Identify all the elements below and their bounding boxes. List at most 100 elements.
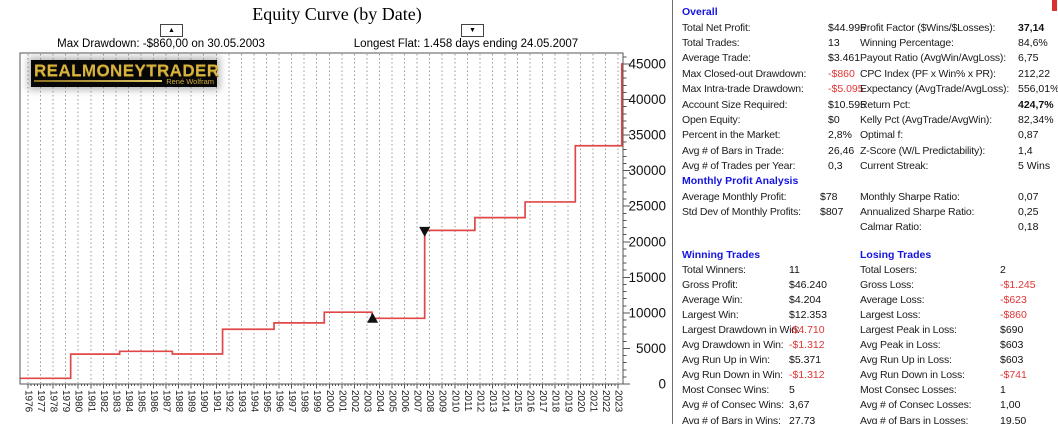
x-axis-year-label: 1986 — [148, 390, 159, 413]
x-axis-year-label: 2022 — [600, 390, 611, 413]
stat-value: $690 — [1000, 323, 1024, 336]
x-axis-year-label: 2002 — [349, 390, 360, 413]
logo-brand-text: REALMONEYTRADER — [34, 60, 220, 80]
stat-value: 2,8% — [828, 129, 852, 142]
x-axis-year-label: 2017 — [537, 390, 548, 413]
stat-label: Max Intra-trade Drawdown: — [682, 83, 804, 96]
stat-value: 2 — [1000, 263, 1006, 276]
stat-label: Largest Drawdown in Win: — [682, 323, 800, 336]
stat-value: $44.995 — [828, 21, 866, 34]
stat-label: Avg # of Bars in Wins: — [682, 414, 781, 424]
stat-value: 84,6% — [1018, 36, 1048, 49]
stat-label: Total Winners: — [682, 263, 746, 276]
stat-label: Avg Run Up in Loss: — [860, 354, 952, 367]
y-axis-label: 40000 — [628, 92, 666, 107]
x-axis-year-label: 2008 — [424, 390, 435, 413]
stat-value: 5 — [789, 384, 795, 397]
longest-flat-end-marker — [419, 226, 431, 237]
stat-label: Average Loss: — [860, 293, 925, 306]
stat-label: Percent in the Market: — [682, 129, 781, 142]
pane-divider — [672, 0, 673, 424]
x-axis-year-label: 1995 — [261, 390, 272, 413]
stat-label: Account Size Required: — [682, 98, 788, 111]
stat-value: 13 — [828, 36, 840, 49]
stat-label: Profit Factor ($Wins/$Losses): — [860, 21, 996, 34]
x-axis-year-label: 1980 — [73, 390, 84, 413]
longest-flat-annotation: Longest Flat: 1.458 days ending 24.05.20… — [353, 38, 579, 50]
up-triangle-icon: ▲ — [168, 27, 175, 34]
stat-label: Avg # of Trades per Year: — [682, 160, 796, 173]
y-axis-label: 35000 — [628, 128, 666, 143]
stat-label: Avg # of Bars in Losses: — [860, 414, 969, 424]
x-axis-year-label: 1982 — [98, 390, 109, 413]
stat-value: -$1.245 — [1000, 278, 1036, 291]
stat-label: Largest Loss: — [860, 308, 921, 321]
x-axis-year-label: 2015 — [512, 390, 523, 413]
stat-value: $5.371 — [789, 354, 822, 367]
stat-label: CPC Index (PF x Win% x PR): — [860, 67, 996, 80]
stat-value: 27,73 — [789, 414, 816, 424]
stat-value: $0 — [828, 113, 840, 126]
stat-label: Optimal f: — [860, 129, 903, 142]
x-axis-year-label: 1994 — [248, 390, 259, 413]
stats-pane: Overall Total Net Profit: $44.995 Total Tra… — [672, 0, 1058, 424]
stat-value: 0,3 — [828, 160, 843, 173]
longest-flat-legend-marker: ▼ — [461, 24, 484, 37]
x-axis-year-label: 1985 — [135, 390, 146, 413]
equity-curve-plot: 1976 1977 1978 1979 1980 1981 1982 1983 1984 1985… — [19, 52, 666, 413]
y-axis-label: 5000 — [636, 341, 666, 356]
stat-label: Avg # of Consec Wins: — [682, 399, 784, 412]
y-axis-label: 45000 — [628, 57, 666, 72]
stat-value: 0,07 — [1018, 190, 1039, 203]
x-axis-year-label: 2006 — [399, 390, 410, 413]
stat-label: Payout Ratio (AvgWin/AvgLoss): — [860, 52, 1006, 65]
x-axis-year-label: 2009 — [437, 390, 448, 413]
stat-label: Largest Peak in Loss: — [860, 323, 957, 336]
x-axis-year-label: 1993 — [236, 390, 247, 413]
stat-value: -$860 — [828, 67, 855, 80]
realmoneytrader-logo: REALMONEYTRADER René Wolfram — [31, 60, 220, 87]
x-axis-year-label: 1996 — [274, 390, 285, 413]
stat-value: 0,25 — [1018, 205, 1039, 218]
stat-label: Avg Run Up in Win: — [682, 354, 770, 367]
logo-author-text: René Wolfram — [166, 76, 214, 86]
stat-value: 19,50 — [1000, 414, 1027, 424]
stat-value: -$1.312 — [789, 369, 825, 382]
x-axis-year-label: 2016 — [525, 390, 536, 413]
logo-subline: René Wolfram — [34, 76, 214, 86]
stat-label: Most Consec Wins: — [682, 384, 770, 397]
x-axis-year-label: 2023 — [612, 390, 623, 413]
stat-label: Z-Score (W/L Predictability): — [860, 144, 986, 157]
stat-label: Monthly Sharpe Ratio: — [860, 190, 960, 203]
stat-value: $603 — [1000, 354, 1024, 367]
y-axis-label: 0 — [658, 377, 666, 392]
x-axis-year-label: 2019 — [562, 390, 573, 413]
stat-label: Average Monthly Profit: — [682, 190, 787, 203]
stat-label: Most Consec Losses: — [860, 384, 957, 397]
stat-label: Total Losers: — [860, 263, 917, 276]
stat-value: 11 — [789, 263, 800, 276]
x-axis-year-label: 2014 — [500, 390, 511, 413]
stat-value: -$741 — [1000, 369, 1027, 382]
stat-value: 82,34% — [1018, 113, 1054, 126]
chart-pane: Equity Curve (by Date) ▲ Max Drawdown: -… — [19, 4, 666, 413]
stat-value: $603 — [1000, 339, 1024, 351]
stat-value: -$623 — [1000, 293, 1027, 306]
y-axis-label: 30000 — [628, 163, 666, 178]
x-axis-year-label: 2020 — [575, 390, 586, 413]
stat-label: Std Dev of Monthly Profits: — [682, 205, 801, 218]
stat-label: Max Closed-out Drawdown: — [682, 67, 807, 80]
stat-value: 5 Wins — [1018, 160, 1051, 173]
x-axis-year-label: 2007 — [412, 390, 423, 413]
stat-label: Average Trade: — [682, 52, 751, 65]
section-title-monthly: Monthly Profit Analysis — [682, 175, 799, 187]
stat-value: -$5.095 — [828, 83, 864, 96]
x-axis-year-label: 1978 — [48, 390, 59, 413]
y-axis-label: 15000 — [628, 270, 666, 285]
stat-value: $4.204 — [789, 293, 822, 306]
stat-label: Avg Peak in Loss: — [860, 339, 941, 351]
section-title-overall: Overall — [682, 6, 718, 18]
y-axis-label: 10000 — [628, 305, 666, 320]
stat-label: Kelly Pct (AvgTrade/AvgWin): — [860, 113, 992, 126]
